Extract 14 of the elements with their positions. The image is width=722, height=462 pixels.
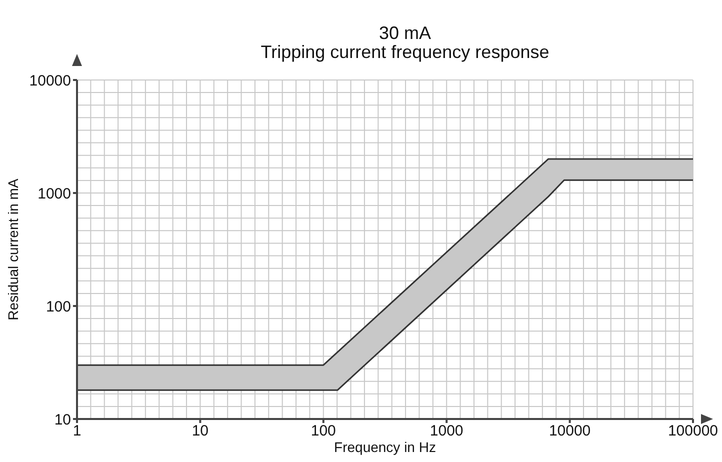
x-axis-title: Frequency in Hz	[334, 439, 436, 455]
y-tick-label: 10	[54, 411, 71, 428]
x-tick-label: 1000	[430, 422, 464, 440]
y-tick-label: 10000	[29, 72, 71, 90]
x-tick-label: 10000	[548, 422, 591, 440]
x-tick-label: 100	[310, 422, 336, 440]
x-tick-label: 100000	[668, 422, 718, 440]
chart-subtitle: Tripping current frequency response	[260, 42, 550, 62]
x-tick-label: 10	[192, 422, 209, 440]
y-axis-title: Residual current in mA	[4, 178, 21, 320]
chart-title: 30 mA	[378, 23, 432, 43]
y-tick-label: 1000	[38, 185, 71, 202]
y-tick-label: 100	[46, 298, 71, 316]
x-tick-label: 1	[72, 422, 82, 440]
